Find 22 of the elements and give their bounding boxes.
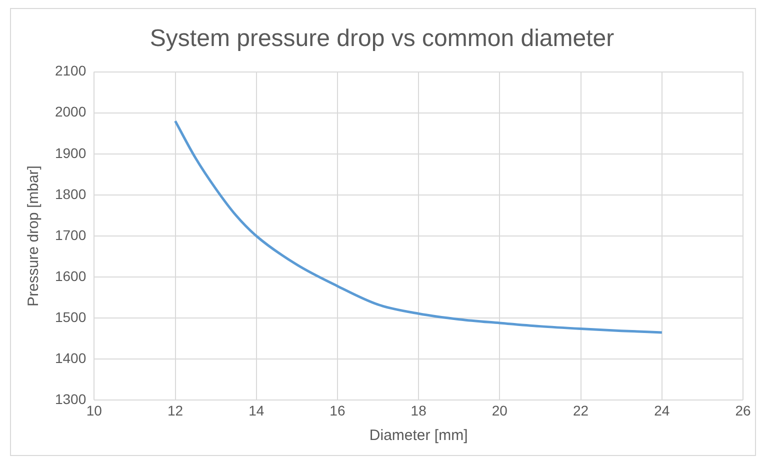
x-axis-title: Diameter [mm]: [369, 427, 468, 444]
x-tick-label: 16: [330, 402, 346, 418]
line-series: [174, 120, 664, 334]
y-tick-label: 1500: [54, 308, 86, 325]
y-tick-label: 2100: [54, 62, 86, 79]
y-tick-label: 1800: [54, 186, 86, 202]
x-tick-label: 26: [735, 402, 751, 418]
x-tick-label: 24: [654, 402, 670, 418]
y-tick-label: 1600: [54, 268, 86, 284]
y-tick-label: 2000: [54, 104, 86, 120]
x-tick-label: 10: [86, 402, 102, 418]
y-tick-label: 1300: [54, 391, 86, 408]
y-axis-title: Pressure drop [mbar]: [25, 166, 42, 306]
x-tick-label: 22: [572, 402, 589, 418]
x-tick-label: 12: [167, 402, 184, 418]
chart-title: System pressure drop vs common diameter: [150, 25, 614, 52]
y-tick-label: 1400: [54, 350, 86, 366]
y-tick-label: 1700: [54, 226, 86, 243]
x-tick-label: 14: [248, 402, 264, 418]
y-tick-label: 1900: [54, 144, 86, 161]
x-tick-label: 20: [492, 402, 508, 418]
x-tick-label: 18: [410, 402, 427, 418]
